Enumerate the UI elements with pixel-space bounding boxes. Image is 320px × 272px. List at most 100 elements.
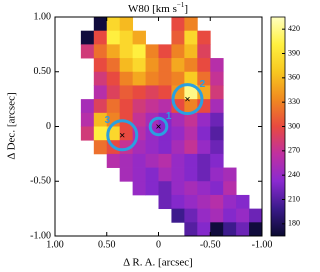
- cell: [236, 194, 250, 210]
- cell: [158, 153, 172, 168]
- cell: [197, 126, 211, 141]
- cell: [119, 99, 134, 114]
- cell: [223, 222, 237, 237]
- cell: [223, 208, 237, 223]
- cell: [171, 181, 185, 196]
- cell: [171, 30, 185, 45]
- cell: [158, 71, 172, 86]
- cell: [80, 99, 95, 114]
- cell: [119, 85, 134, 100]
- cell: [93, 99, 108, 114]
- y-tick-label: -1.00: [30, 230, 51, 241]
- x-tick-label: -1.00: [252, 239, 273, 250]
- title-sup: −1: [177, 1, 185, 9]
- cell: [184, 30, 198, 45]
- cell: [184, 140, 198, 155]
- cell: [158, 85, 172, 100]
- cell: [106, 44, 121, 59]
- cell: [132, 167, 146, 182]
- cell: [145, 99, 159, 114]
- cell: [171, 17, 185, 32]
- cell: [145, 153, 159, 168]
- cell: [93, 112, 108, 127]
- cell: [210, 140, 224, 155]
- cell: [171, 167, 185, 182]
- cell: [210, 194, 224, 210]
- cell: [80, 112, 95, 127]
- cell: [119, 126, 134, 141]
- cell: [184, 17, 198, 32]
- cell: [119, 17, 134, 32]
- cell: [249, 208, 263, 223]
- cell: [132, 181, 146, 196]
- cell: [145, 140, 159, 155]
- cell: [223, 167, 237, 182]
- cell: [158, 140, 172, 155]
- cell: [171, 126, 185, 141]
- chart-title: W80 [km s−1]: [128, 1, 188, 15]
- cell: [184, 71, 198, 86]
- cell: [210, 126, 224, 141]
- cell: [184, 208, 198, 223]
- cell: [171, 208, 185, 223]
- cell: [145, 167, 159, 182]
- cell: [132, 71, 146, 86]
- cell: [249, 222, 263, 237]
- cell: [80, 126, 95, 141]
- cell: [197, 222, 211, 237]
- cell: [106, 17, 121, 32]
- colorbar-tick-label: 360: [288, 73, 300, 82]
- cell: [184, 44, 198, 59]
- cell: [171, 58, 185, 73]
- y-axis-label: Δ Dec. [arcsec]: [6, 92, 18, 159]
- cell: [132, 30, 146, 45]
- colorbar-tick-label: 180: [288, 219, 300, 228]
- cell: [184, 194, 198, 210]
- cell: [106, 153, 121, 168]
- colorbar-tick-label: 420: [288, 24, 300, 33]
- cell: [210, 71, 224, 86]
- colorbar-tick-label: 300: [288, 121, 300, 130]
- cell: [119, 30, 134, 45]
- cell: [158, 44, 172, 59]
- cell: [119, 167, 134, 182]
- region-circle: [171, 83, 204, 116]
- region-circle: [148, 116, 169, 137]
- cell: [80, 30, 95, 45]
- region-label: 1: [166, 111, 172, 122]
- cell: [210, 208, 224, 223]
- cell: [197, 167, 211, 182]
- chart: W80 [km s−1] Δ R. A. [arcsec] Δ Dec. [ar…: [6, 1, 300, 269]
- colorbar-tick-label: 390: [288, 48, 300, 57]
- cell: [171, 71, 185, 86]
- title-main: W80 [km s: [128, 3, 177, 15]
- colorbar-tick-label: 330: [288, 97, 300, 106]
- y-tick-label: 0: [46, 121, 51, 132]
- cell: [171, 153, 185, 168]
- cell: [158, 58, 172, 73]
- x-tick-label: 1.00: [46, 239, 64, 250]
- cell: [171, 112, 185, 127]
- cell: [93, 58, 108, 73]
- colorbar-tick-label: 240: [288, 170, 300, 179]
- y-tick-label: -0.50: [30, 176, 51, 187]
- cell: [132, 140, 146, 155]
- title-end: ]: [184, 3, 188, 15]
- cell: [158, 167, 172, 182]
- cell: [210, 85, 224, 100]
- cell: [93, 30, 108, 45]
- x-tick-label: -0.50: [200, 239, 221, 250]
- cell: [106, 85, 121, 100]
- cell: [145, 44, 159, 59]
- cell: [184, 99, 198, 114]
- cell: [93, 71, 108, 86]
- cell: [171, 44, 185, 59]
- cell: [158, 194, 172, 210]
- cell: [236, 222, 250, 237]
- region-center: [156, 124, 161, 129]
- cell: [210, 112, 224, 127]
- cell: [210, 167, 224, 182]
- cell: [210, 58, 224, 73]
- cell: [132, 85, 146, 100]
- cell: [184, 222, 198, 237]
